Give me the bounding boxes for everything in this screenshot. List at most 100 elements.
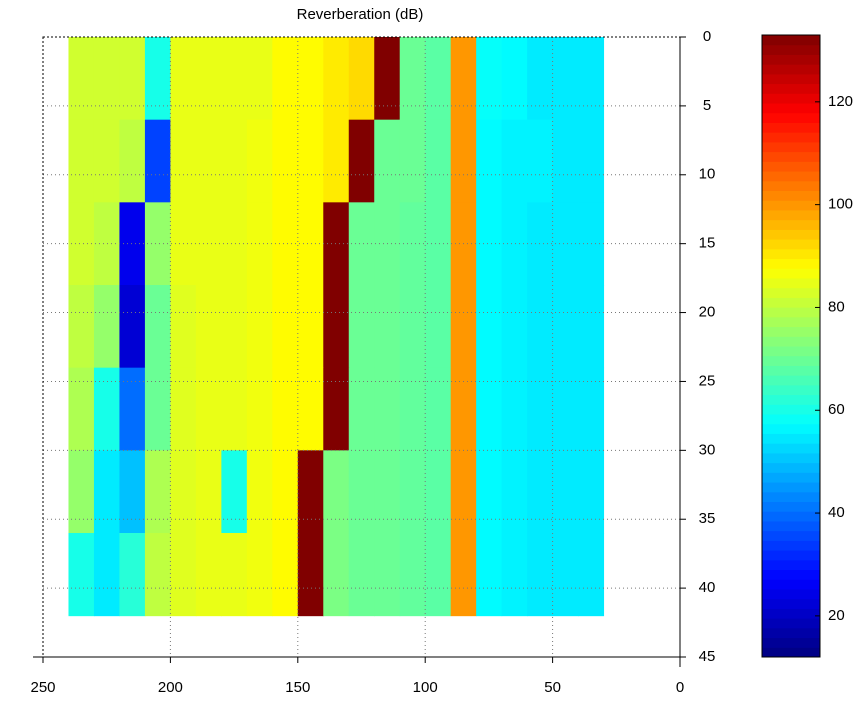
heat-cell bbox=[221, 285, 248, 369]
heat-cell bbox=[476, 450, 503, 534]
heat-cell bbox=[374, 37, 401, 121]
colorbar-frame bbox=[761, 34, 821, 658]
heat-cell bbox=[246, 37, 273, 121]
heat-cell bbox=[348, 202, 375, 286]
heat-cell bbox=[450, 37, 477, 121]
heat-cell bbox=[399, 367, 426, 451]
chart-title: Reverberation (dB) bbox=[297, 6, 424, 23]
heat-cell bbox=[552, 450, 579, 534]
colorbar-swatch bbox=[762, 608, 820, 619]
heat-cell bbox=[450, 119, 477, 203]
y-tick-label: 35 bbox=[699, 510, 716, 527]
heat-cell bbox=[374, 450, 401, 534]
y-tick-label: 20 bbox=[699, 304, 716, 321]
colorbar-swatch bbox=[762, 530, 820, 541]
colorbar-swatch bbox=[762, 248, 820, 260]
colorbar-swatch bbox=[762, 200, 820, 211]
heat-cell bbox=[246, 533, 273, 617]
y-tick-label: 15 bbox=[699, 235, 716, 252]
colorbar-swatch bbox=[762, 472, 820, 483]
colorbar-swatch bbox=[762, 307, 820, 318]
colorbar-swatch bbox=[762, 394, 820, 405]
heat-cell bbox=[476, 533, 503, 617]
colorbar-swatch bbox=[762, 520, 820, 532]
heat-cell bbox=[93, 533, 120, 617]
colorbar-swatch bbox=[762, 336, 820, 347]
heat-cell bbox=[476, 119, 503, 203]
heat-cell bbox=[425, 37, 452, 121]
heat-cell bbox=[144, 450, 171, 534]
heat-cell bbox=[527, 37, 554, 121]
colorbar-swatch bbox=[762, 404, 820, 415]
heat-cell bbox=[246, 285, 273, 369]
heat-cell bbox=[297, 533, 324, 617]
heat-cell bbox=[170, 450, 197, 534]
colorbar-swatch bbox=[762, 414, 820, 425]
heat-cell bbox=[144, 119, 171, 203]
heat-cell bbox=[144, 367, 171, 451]
colorbar-swatch bbox=[762, 268, 820, 279]
heat-cell bbox=[374, 285, 401, 369]
heat-cell bbox=[119, 450, 146, 534]
heat-cell bbox=[246, 367, 273, 451]
colorbar-swatch bbox=[762, 229, 820, 240]
colorbar-swatch bbox=[762, 618, 820, 629]
colorbar-swatch bbox=[762, 112, 820, 123]
heat-cell bbox=[195, 450, 222, 534]
heat-cell bbox=[425, 450, 452, 534]
heat-cell bbox=[272, 119, 299, 203]
colorbar-swatch bbox=[762, 190, 820, 201]
heat-cell bbox=[399, 533, 426, 617]
heat-cell bbox=[348, 533, 375, 617]
heat-cell bbox=[501, 37, 528, 121]
colorbar-swatch bbox=[762, 511, 820, 522]
heat-cell bbox=[425, 285, 452, 369]
heat-cell bbox=[348, 450, 375, 534]
heat-cell bbox=[348, 37, 375, 121]
heat-cell bbox=[221, 367, 248, 451]
x-tick-label: 250 bbox=[30, 679, 55, 696]
heat-cell bbox=[399, 450, 426, 534]
heat-cell bbox=[501, 119, 528, 203]
heat-cell bbox=[578, 533, 605, 617]
colorbar-swatch bbox=[762, 209, 820, 221]
heat-cell bbox=[501, 533, 528, 617]
heat-cell bbox=[527, 367, 554, 451]
heat-cell bbox=[93, 450, 120, 534]
heat-cell bbox=[323, 119, 350, 203]
heat-cell bbox=[119, 533, 146, 617]
heat-cell bbox=[144, 285, 171, 369]
heat-cell bbox=[425, 119, 452, 203]
heat-cell bbox=[348, 285, 375, 369]
plot-frame bbox=[42, 36, 681, 658]
colorbar-swatch bbox=[762, 277, 820, 289]
heat-cell bbox=[170, 285, 197, 369]
heat-cell bbox=[348, 119, 375, 203]
heat-cell bbox=[272, 285, 299, 369]
colorbar-tick-label: 60 bbox=[828, 401, 845, 418]
colorbar-swatch bbox=[762, 433, 820, 444]
colorbar-swatch bbox=[762, 287, 820, 298]
x-tick-label: 0 bbox=[676, 679, 684, 696]
heat-cell bbox=[476, 202, 503, 286]
colorbar-swatch bbox=[762, 569, 820, 580]
heat-cell bbox=[68, 37, 95, 121]
colorbar-swatch bbox=[762, 423, 820, 434]
heat-cell bbox=[578, 119, 605, 203]
colorbar-swatch bbox=[762, 122, 820, 133]
y-tick-label: 40 bbox=[699, 579, 716, 596]
colorbar-swatch bbox=[762, 647, 820, 658]
heat-cell bbox=[119, 37, 146, 121]
heat-cell bbox=[221, 37, 248, 121]
heat-cell bbox=[68, 367, 95, 451]
colorbar-swatch bbox=[762, 598, 820, 609]
colorbar-swatch bbox=[762, 637, 820, 648]
colorbar-swatch bbox=[762, 375, 820, 386]
heat-cell bbox=[323, 285, 350, 369]
y-tick-label: 45 bbox=[699, 648, 716, 665]
heat-cell bbox=[246, 450, 273, 534]
colorbar-swatch bbox=[762, 103, 820, 114]
colorbar-swatch bbox=[762, 151, 820, 162]
colorbar-swatch bbox=[762, 93, 820, 104]
heat-cell bbox=[272, 367, 299, 451]
